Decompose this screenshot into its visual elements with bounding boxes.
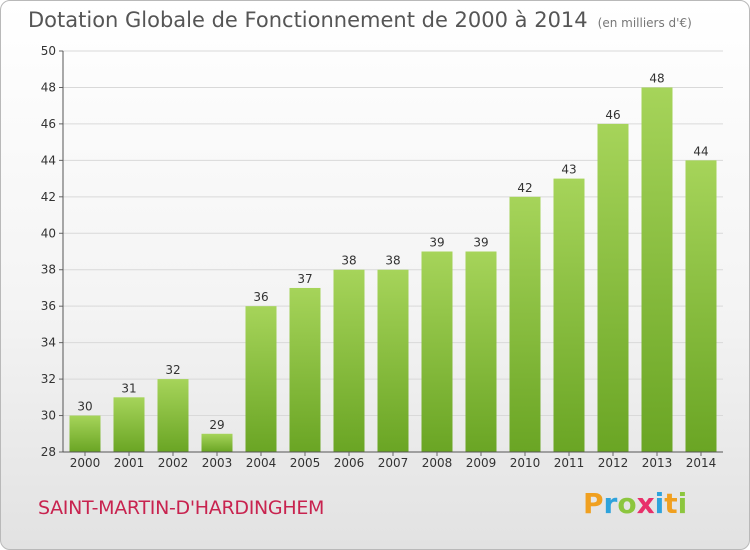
bar	[421, 251, 453, 452]
y-tick-label: 46	[41, 117, 56, 131]
proxiti-logo: Proxiti	[583, 487, 687, 520]
value-labels: 30 31 32 29 36 37 38 38 39 39 42 43 46 48 44	[77, 71, 708, 431]
logo-letter: x	[636, 487, 655, 520]
logo-letter: o	[617, 487, 637, 520]
bar	[685, 160, 717, 452]
bar	[553, 178, 585, 452]
bar-value-label: 32	[165, 363, 180, 377]
bar-value-label: 37	[297, 272, 312, 286]
logo-letter: r	[603, 487, 618, 520]
bar-value-label: 29	[209, 418, 224, 432]
y-tick-label: 30	[41, 409, 56, 423]
bar	[113, 397, 145, 452]
bar-value-label: 30	[77, 400, 92, 414]
logo-letter: i	[677, 487, 688, 520]
chart-title: Dotation Globale de Fonctionnement de 20…	[28, 8, 692, 32]
x-tick-label: 2006	[334, 456, 365, 470]
bar	[465, 251, 497, 452]
x-tick-label: 2013	[642, 456, 673, 470]
logo-letter: P	[583, 487, 604, 520]
x-tick-label: 2000	[70, 456, 101, 470]
x-tick-label: 2007	[378, 456, 409, 470]
bar-value-label: 44	[693, 144, 708, 158]
x-tick-label: 2010	[510, 456, 541, 470]
bar	[245, 306, 277, 452]
y-tick-label: 38	[41, 263, 56, 277]
y-tick-label: 36	[41, 299, 56, 313]
logo-letter: t	[664, 487, 678, 520]
y-tick-label: 44	[41, 153, 56, 167]
bar	[69, 415, 101, 452]
bar-value-label: 43	[561, 163, 576, 177]
bar-value-label: 42	[517, 181, 532, 195]
x-tick-label: 2005	[290, 456, 321, 470]
chart-unit: (en milliers d'€)	[597, 16, 692, 30]
y-tick-label: 28	[41, 445, 56, 459]
x-tick-label: 2004	[246, 456, 277, 470]
bar	[377, 269, 409, 452]
bar	[157, 379, 189, 452]
x-tick-label: 2002	[158, 456, 189, 470]
x-tick-label: 2001	[114, 456, 145, 470]
y-tick-label: 42	[41, 190, 56, 204]
bars	[69, 87, 717, 453]
bar	[597, 123, 629, 452]
y-tick-label: 50	[41, 44, 56, 58]
x-tick-label: 2011	[554, 456, 585, 470]
bar-value-label: 38	[341, 254, 356, 268]
y-tick-label: 34	[41, 336, 56, 350]
bar-value-label: 31	[121, 381, 136, 395]
bar	[509, 196, 541, 452]
bar-value-label: 46	[605, 108, 620, 122]
x-tick-label: 2008	[422, 456, 453, 470]
bar-value-label: 39	[473, 236, 488, 250]
bar	[289, 287, 321, 452]
y-tick-label: 48	[41, 80, 56, 94]
bar-value-label: 38	[385, 254, 400, 268]
bar-value-label: 36	[253, 290, 268, 304]
bar	[641, 87, 673, 453]
y-tick-label: 32	[41, 372, 56, 386]
x-tick-label: 2009	[466, 456, 497, 470]
bar-value-label: 39	[429, 236, 444, 250]
bar	[333, 269, 365, 452]
x-tick-label: 2012	[598, 456, 629, 470]
x-tick-label: 2014	[686, 456, 717, 470]
logo-letter: i	[654, 487, 665, 520]
y-tick-label: 40	[41, 226, 56, 240]
bar-value-label: 48	[649, 71, 664, 85]
chart-title-text: Dotation Globale de Fonctionnement de 20…	[28, 8, 588, 32]
commune-name: SAINT-MARTIN-D'HARDINGHEM	[38, 497, 325, 519]
bar	[201, 433, 233, 452]
axes: 28 30 32 34 36 38 40 42 44 46 48 50 2000 2001 2002 2003…	[41, 44, 723, 470]
x-tick-label: 2003	[202, 456, 233, 470]
